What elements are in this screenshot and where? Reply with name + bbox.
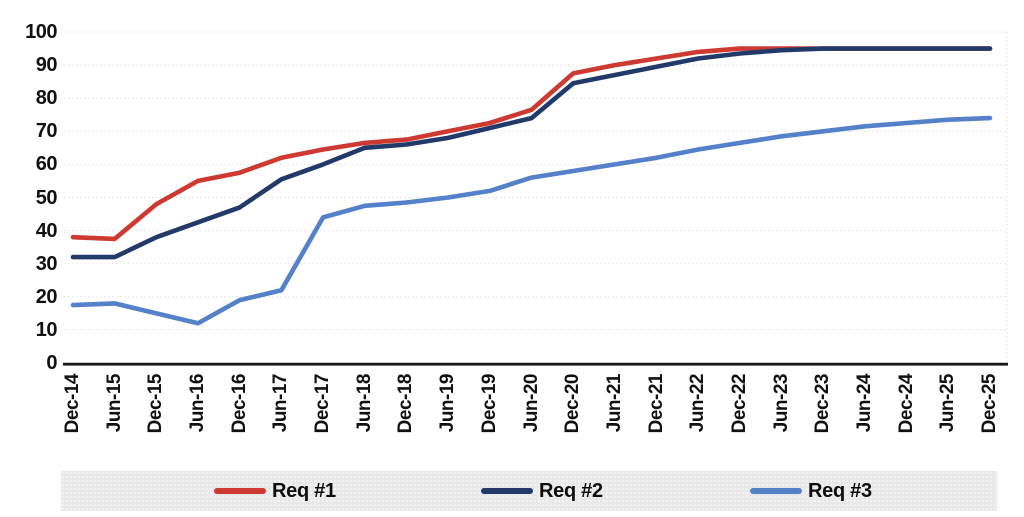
y-tick-label-50: 50 — [35, 186, 58, 209]
x-tick-label-jun-25: Jun-25 — [937, 374, 959, 433]
x-tick-label-jun-24: Jun-24 — [853, 374, 875, 433]
x-tick-label-dec-15: Dec-15 — [145, 374, 167, 434]
chart-legend: Req #1 Req #2 Req #3 — [61, 471, 997, 511]
series-line-req-3 — [70, 115, 993, 326]
legend-label-req-3: Req #3 — [808, 479, 872, 502]
y-tick-label-70: 70 — [35, 120, 58, 143]
series-line-req-2 — [70, 46, 993, 260]
x-tick-label-dec-23: Dec-23 — [812, 374, 834, 434]
x-tick-label-jun-22: Jun-22 — [687, 374, 709, 433]
x-tick-label-dec-22: Dec-22 — [728, 374, 750, 434]
y-tick-label-90: 90 — [35, 54, 58, 77]
chart-plot-area — [63, 31, 1008, 366]
x-tick-label-jun-20: Jun-20 — [520, 374, 542, 433]
legend-label-req-2: Req #2 — [539, 479, 603, 502]
y-tick-label-10: 10 — [35, 318, 58, 341]
x-tick-label-dec-21: Dec-21 — [645, 374, 667, 434]
y-tick-label-100: 100 — [25, 21, 57, 43]
y-tick-label-0: 0 — [46, 352, 57, 374]
series-line-req-1 — [70, 46, 993, 242]
x-tick-label-jun-23: Jun-23 — [770, 374, 792, 433]
y-tick-label-20: 20 — [35, 285, 58, 308]
x-tick-label-dec-16: Dec-16 — [228, 374, 250, 434]
x-tick-label-dec-20: Dec-20 — [562, 374, 584, 434]
x-tick-label-dec-25: Dec-25 — [979, 374, 1000, 434]
x-tick-label-jun-17: Jun-17 — [270, 374, 292, 433]
legend-swatch-req-1-line-icon — [214, 488, 266, 494]
x-tick-label-jun-15: Jun-15 — [103, 374, 125, 433]
x-tick-label-dec-14: Dec-14 — [62, 374, 83, 434]
y-tick-label-30: 30 — [35, 252, 58, 275]
x-tick-label-jun-18: Jun-18 — [353, 374, 375, 433]
x-tick-label-jun-19: Jun-19 — [437, 374, 459, 433]
x-tick-label-dec-24: Dec-24 — [895, 374, 917, 434]
x-tick-label-dec-17: Dec-17 — [312, 374, 334, 434]
legend-swatch-req-3-line-icon — [750, 488, 802, 494]
x-tick-label-dec-18: Dec-18 — [395, 374, 417, 434]
y-tick-label-80: 80 — [35, 87, 58, 110]
legend-swatch-req-2-line-icon — [481, 488, 533, 494]
y-tick-label-40: 40 — [35, 219, 58, 242]
legend-item-req-3: Req #3 — [750, 471, 872, 511]
x-tick-label-jun-21: Jun-21 — [603, 374, 625, 433]
y-tick-label-60: 60 — [35, 153, 58, 176]
legend-label-req-1: Req #1 — [272, 479, 336, 502]
x-tick-label-dec-19: Dec-19 — [478, 374, 500, 434]
legend-item-req-2: Req #2 — [481, 471, 603, 511]
legend-item-req-1: Req #1 — [214, 471, 336, 511]
x-tick-label-jun-16: Jun-16 — [187, 374, 209, 433]
